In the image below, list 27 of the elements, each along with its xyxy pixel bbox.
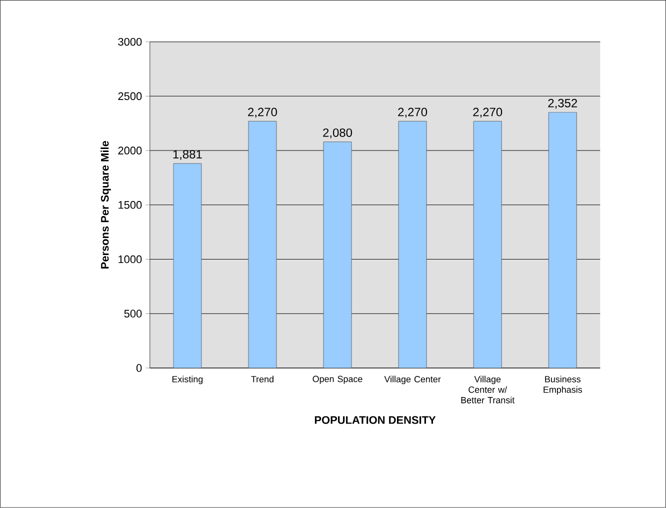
- bar: [323, 142, 352, 368]
- x-tick-label: Business Emphasis: [544, 376, 582, 395]
- data-label: 2,352: [548, 98, 578, 109]
- y-tick-label: 1000: [118, 255, 142, 264]
- bar: [548, 112, 577, 368]
- bar: [248, 121, 277, 368]
- x-tick-label: Open Space: [312, 376, 362, 384]
- y-tick-label: 2500: [118, 92, 142, 100]
- x-tick-label: Village Center: [384, 376, 441, 384]
- data-label: 2,080: [323, 128, 352, 138]
- x-tick-label: Trend: [251, 376, 274, 382]
- y-tick-label: 3000: [118, 38, 142, 46]
- bar: [173, 163, 202, 368]
- data-label: 2,270: [473, 108, 502, 118]
- bar: [473, 121, 502, 368]
- data-label: 2,270: [398, 108, 428, 118]
- y-axis-title: Persons Per Square Mile: [100, 141, 111, 269]
- x-axis-title: POPULATION DENSITY: [314, 416, 436, 424]
- y-tick-label: 0: [136, 364, 142, 372]
- bar: [398, 121, 427, 368]
- x-tick-label: Village Center w/ Better Transit: [461, 376, 515, 404]
- y-tick-label: 1500: [118, 201, 142, 209]
- y-tick-label: 2000: [118, 146, 142, 154]
- x-tick-label: Existing: [172, 376, 203, 384]
- data-label: 2,270: [248, 108, 277, 118]
- data-label: 1,881: [173, 150, 202, 160]
- y-tick-label: 500: [124, 310, 142, 318]
